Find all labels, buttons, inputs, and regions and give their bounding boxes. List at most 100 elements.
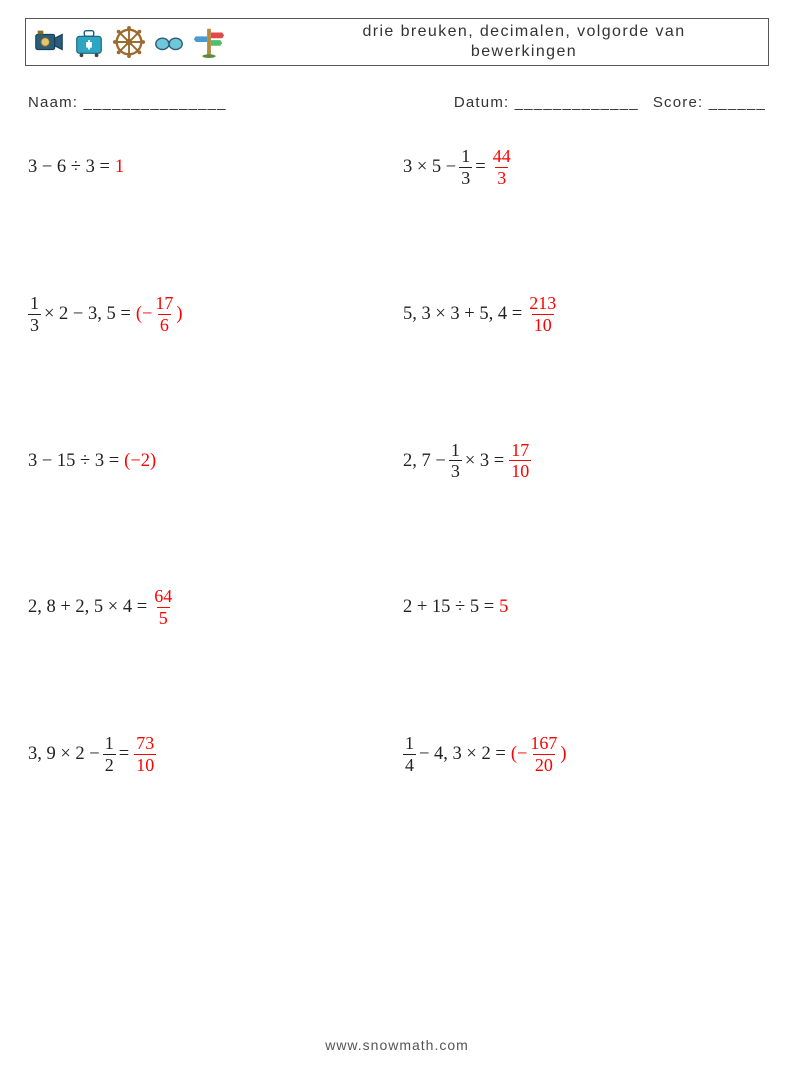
math-text: × 3 =	[465, 452, 504, 471]
math-text: 1	[115, 158, 124, 177]
name-field: Naam: _______________	[28, 94, 227, 111]
fraction-denominator: 2	[103, 754, 116, 775]
math-text: 5, 3 × 3 + 5, 4 =	[403, 305, 522, 324]
problem-expression: 3, 9 × 2 − 12 =	[28, 734, 129, 775]
problem-answer: (−176)	[136, 294, 183, 335]
problem-2: 3 × 5 − 13 = 443	[403, 147, 766, 188]
problem-4: 5, 3 × 3 + 5, 4 = 21310	[403, 294, 766, 335]
fraction-numerator: 167	[528, 734, 559, 754]
math-text: 5	[499, 598, 508, 617]
fraction-numerator: 1	[103, 734, 116, 754]
problem-expression: 2 + 15 ÷ 5 =	[403, 598, 494, 617]
fraction-numerator: 1	[28, 294, 41, 314]
math-text: × 2 − 3, 5 =	[44, 305, 131, 324]
suitcase-icon	[72, 25, 106, 59]
fraction-denominator: 10	[509, 460, 531, 481]
problem-expression: 3 − 15 ÷ 3 =	[28, 452, 119, 471]
problem-8: 2 + 15 ÷ 5 = 5	[403, 587, 766, 628]
math-text: 3, 9 × 2 −	[28, 745, 100, 764]
fraction-denominator: 10	[532, 314, 554, 335]
math-text: (−	[511, 745, 528, 764]
fraction-denominator: 4	[403, 754, 416, 775]
math-text: 2, 8 + 2, 5 × 4 =	[28, 598, 147, 617]
problem-answer: (−2)	[124, 452, 156, 471]
math-text: 2 + 15 ÷ 5 =	[403, 598, 494, 617]
problem-10: 14 − 4, 3 × 2 = (−16720)	[403, 734, 766, 775]
problem-5: 3 − 15 ÷ 3 = (−2)	[28, 441, 391, 482]
worksheet-title: drie breuken, decimalen, volgorde van be…	[226, 22, 762, 62]
fraction-numerator: 17	[509, 441, 531, 461]
fraction: 443	[491, 147, 513, 188]
problem-6: 2, 7 − 13 × 3 = 1710	[403, 441, 766, 482]
header-icons	[32, 25, 226, 59]
fraction-denominator: 3	[449, 460, 462, 481]
problem-expression: 3 × 5 − 13 =	[403, 147, 486, 188]
math-text: − 4, 3 × 2 =	[419, 745, 506, 764]
fraction-numerator: 73	[134, 734, 156, 754]
math-text: (−	[136, 305, 153, 324]
problem-answer: 443	[491, 147, 513, 188]
fraction-denominator: 10	[134, 754, 156, 775]
problem-expression: 3 − 6 ÷ 3 =	[28, 158, 110, 177]
problem-answer: 1	[115, 158, 124, 177]
problem-answer: 645	[152, 587, 174, 628]
title-line-1: drie breuken, decimalen, volgorde van	[362, 23, 685, 40]
math-text: 3 × 5 −	[403, 158, 456, 177]
fraction: 13	[28, 294, 41, 335]
fraction-numerator: 44	[491, 147, 513, 167]
math-text: (−2)	[124, 452, 156, 471]
fraction: 13	[459, 147, 472, 188]
fraction-numerator: 64	[152, 587, 174, 607]
problem-answer: (−16720)	[511, 734, 567, 775]
math-text: =	[119, 745, 129, 764]
fraction-numerator: 213	[527, 294, 558, 314]
worksheet-header: drie breuken, decimalen, volgorde van be…	[25, 18, 769, 66]
date-field: Datum: _____________	[454, 94, 639, 111]
fraction: 16720	[528, 734, 559, 775]
fraction: 14	[403, 734, 416, 775]
fraction-numerator: 17	[153, 294, 175, 314]
problem-7: 2, 8 + 2, 5 × 4 = 645	[28, 587, 391, 628]
math-text: )	[560, 745, 566, 764]
meta-row: Naam: _______________ Datum: ___________…	[28, 94, 766, 111]
fraction-denominator: 3	[459, 167, 472, 188]
fraction: 1710	[509, 441, 531, 482]
problem-expression: 2, 7 − 13 × 3 =	[403, 441, 504, 482]
footer-url: www.snowmath.com	[0, 1037, 794, 1053]
problem-answer: 7310	[134, 734, 156, 775]
glasses-icon	[152, 25, 186, 59]
fraction-denominator: 3	[495, 167, 508, 188]
math-text: 3 − 15 ÷ 3 =	[28, 452, 119, 471]
fraction: 176	[153, 294, 175, 335]
camera-icon	[32, 25, 66, 59]
problem-expression: 2, 8 + 2, 5 × 4 =	[28, 598, 147, 617]
problem-answer: 21310	[527, 294, 558, 335]
fraction: 645	[152, 587, 174, 628]
wheel-icon	[112, 25, 146, 59]
fraction-denominator: 20	[533, 754, 555, 775]
fraction-numerator: 1	[403, 734, 416, 754]
fraction: 7310	[134, 734, 156, 775]
problem-expression: 5, 3 × 3 + 5, 4 =	[403, 305, 522, 324]
problem-answer: 5	[499, 598, 508, 617]
fraction-denominator: 3	[28, 314, 41, 335]
score-field: Score: ______	[653, 94, 766, 111]
problem-answer: 1710	[509, 441, 531, 482]
problem-1: 3 − 6 ÷ 3 = 1	[28, 147, 391, 188]
fraction-denominator: 6	[158, 314, 171, 335]
fraction: 12	[103, 734, 116, 775]
fraction: 21310	[527, 294, 558, 335]
fraction-denominator: 5	[157, 607, 170, 628]
fraction-numerator: 1	[459, 147, 472, 167]
math-text: =	[475, 158, 485, 177]
title-line-2: bewerkingen	[471, 43, 577, 60]
math-text: 2, 7 −	[403, 452, 446, 471]
problem-expression: 13 × 2 − 3, 5 =	[28, 294, 131, 335]
problem-9: 3, 9 × 2 − 12 = 7310	[28, 734, 391, 775]
problem-expression: 14 − 4, 3 × 2 =	[403, 734, 506, 775]
fraction: 13	[449, 441, 462, 482]
signpost-icon	[192, 25, 226, 59]
math-text: )	[176, 305, 182, 324]
math-text: 3 − 6 ÷ 3 =	[28, 158, 110, 177]
problem-3: 13 × 2 − 3, 5 = (−176)	[28, 294, 391, 335]
